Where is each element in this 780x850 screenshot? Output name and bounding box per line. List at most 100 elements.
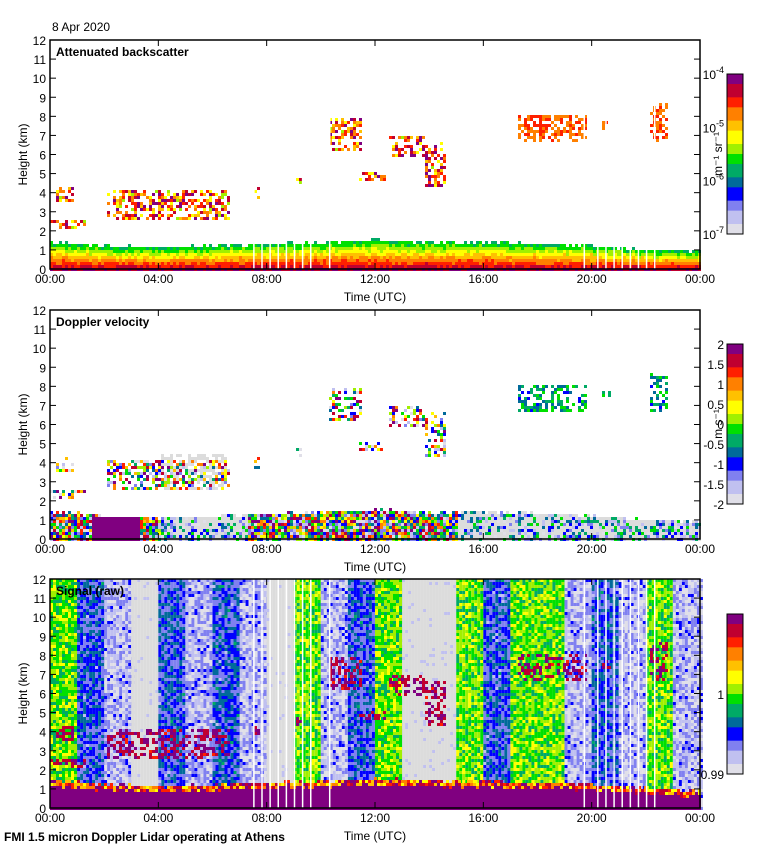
data-cell	[50, 244, 53, 247]
data-cell	[59, 532, 62, 535]
data-cell	[536, 115, 539, 118]
data-cell	[257, 535, 260, 538]
data-cell	[440, 514, 443, 517]
data-cell	[176, 535, 179, 538]
data-cell	[416, 136, 419, 139]
data-cell	[131, 190, 134, 193]
data-cell	[416, 526, 419, 529]
data-cell	[116, 529, 119, 532]
data-cell	[566, 535, 569, 538]
data-cell	[224, 457, 227, 460]
data-cell	[587, 517, 590, 520]
data-cell	[581, 535, 584, 538]
data-cell	[221, 475, 224, 478]
data-cell	[335, 148, 338, 151]
data-cell	[197, 481, 200, 484]
data-cell	[425, 520, 428, 523]
data-cell	[239, 535, 242, 538]
data-cell	[527, 253, 530, 256]
data-cell	[128, 196, 131, 199]
data-cell	[116, 262, 119, 265]
data-cell	[59, 517, 62, 520]
data-cell	[74, 259, 77, 262]
data-cell	[371, 250, 374, 253]
data-cell	[551, 517, 554, 520]
data-cell	[452, 247, 455, 250]
data-cell	[608, 523, 611, 526]
data-cell	[482, 247, 485, 250]
data-cell	[542, 523, 545, 526]
data-cell	[209, 466, 212, 469]
data-cell	[122, 526, 125, 529]
data-cell	[254, 520, 257, 523]
data-cell	[161, 463, 164, 466]
data-cell	[503, 253, 506, 256]
data-cell	[299, 526, 302, 529]
data-cell	[362, 259, 365, 262]
data-cell	[695, 250, 698, 253]
data-cell	[395, 523, 398, 526]
data-cell	[134, 205, 137, 208]
data-cell	[326, 517, 329, 520]
data-cell	[287, 526, 290, 529]
data-cell	[347, 517, 350, 520]
data-cell	[53, 517, 56, 520]
data-cell	[605, 535, 608, 538]
data-cell	[332, 124, 335, 127]
data-cell	[128, 214, 131, 217]
data-cell	[143, 460, 146, 463]
data-cell	[488, 517, 491, 520]
data-cell	[50, 517, 53, 520]
data-cell	[224, 529, 227, 532]
data-cell	[248, 250, 251, 253]
data-cell	[404, 151, 407, 154]
data-cell	[212, 526, 215, 529]
data-cell	[275, 244, 278, 247]
data-cell	[350, 256, 353, 259]
data-cell	[125, 487, 128, 490]
data-cell	[410, 514, 413, 517]
data-cell	[332, 136, 335, 139]
data-cell	[476, 241, 479, 244]
data-cell	[266, 520, 269, 523]
data-cell	[137, 475, 140, 478]
data-cell	[431, 244, 434, 247]
data-cell	[422, 136, 425, 139]
data-cell	[194, 520, 197, 523]
data-cell	[539, 529, 542, 532]
y-tick-label: 3	[39, 206, 46, 220]
data-cell	[563, 529, 566, 532]
data-cell	[152, 532, 155, 535]
data-cell	[443, 430, 446, 433]
colorbar-segment	[727, 137, 743, 142]
data-cell	[551, 247, 554, 250]
data-cell	[353, 517, 356, 520]
colorbar-segment	[727, 230, 743, 235]
colorbar-segment	[727, 90, 743, 95]
data-cell	[203, 454, 206, 457]
data-cell	[302, 253, 305, 256]
data-cell	[209, 463, 212, 466]
data-cell	[167, 190, 170, 193]
data-cell	[446, 535, 449, 538]
data-cell	[260, 529, 263, 532]
data-cell	[344, 244, 347, 247]
data-cell	[635, 256, 638, 259]
data-cell	[296, 532, 299, 535]
data-cell	[221, 523, 224, 526]
data-cell	[146, 265, 149, 268]
data-cell	[392, 532, 395, 535]
data-cell	[530, 247, 533, 250]
data-cell	[350, 136, 353, 139]
data-cell	[485, 520, 488, 523]
data-cell	[92, 253, 95, 256]
data-cell	[344, 145, 347, 148]
data-cell	[404, 244, 407, 247]
data-cell	[212, 484, 215, 487]
data-cell	[440, 262, 443, 265]
data-cell	[590, 526, 593, 529]
data-cell	[329, 514, 332, 517]
data-cell	[284, 244, 287, 247]
data-cell	[137, 472, 140, 475]
data-cell	[518, 532, 521, 535]
